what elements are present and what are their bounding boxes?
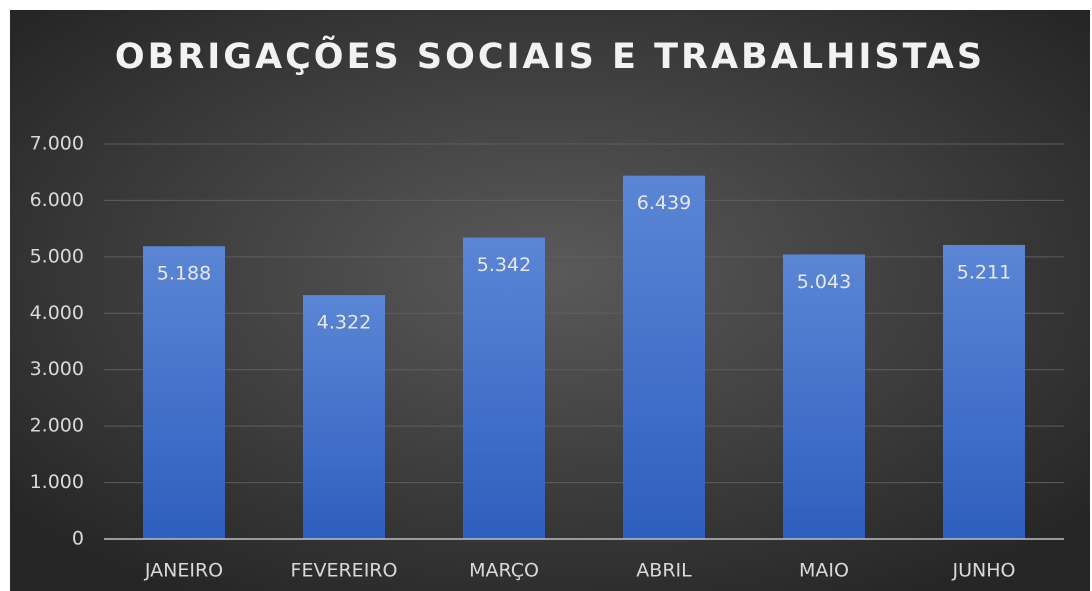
x-tick-label: MARÇO <box>469 560 539 582</box>
y-tick-label: 6.000 <box>30 189 84 211</box>
y-tick-label: 1.000 <box>30 471 84 493</box>
x-tick-label: ABRIL <box>636 560 692 582</box>
chart-title: OBRIGAÇÕES SOCIAIS E TRABALHISTAS <box>115 35 985 77</box>
data-label: 6.439 <box>637 192 691 214</box>
bar <box>943 244 1025 539</box>
data-label: 5.043 <box>797 271 851 293</box>
data-label: 4.322 <box>317 312 371 334</box>
data-label: 5.211 <box>957 261 1011 283</box>
data-label: 5.342 <box>477 254 531 276</box>
bar <box>463 237 545 539</box>
y-tick-label: 0 <box>72 528 84 550</box>
y-tick-label: 7.000 <box>30 133 84 155</box>
x-tick-label: JANEIRO <box>144 560 223 582</box>
data-label: 5.188 <box>157 263 211 285</box>
bar <box>783 254 865 539</box>
x-tick-label: FEVEREIRO <box>291 560 398 582</box>
y-tick-label: 2.000 <box>30 415 84 437</box>
y-tick-label: 5.000 <box>30 245 84 267</box>
bar <box>143 246 225 539</box>
y-tick-label: 3.000 <box>30 358 84 380</box>
y-tick-label: 4.000 <box>30 302 84 324</box>
bar <box>623 175 705 539</box>
x-tick-label: JUNHO <box>952 560 1016 582</box>
x-tick-label: MAIO <box>799 560 849 582</box>
bar <box>303 295 385 539</box>
